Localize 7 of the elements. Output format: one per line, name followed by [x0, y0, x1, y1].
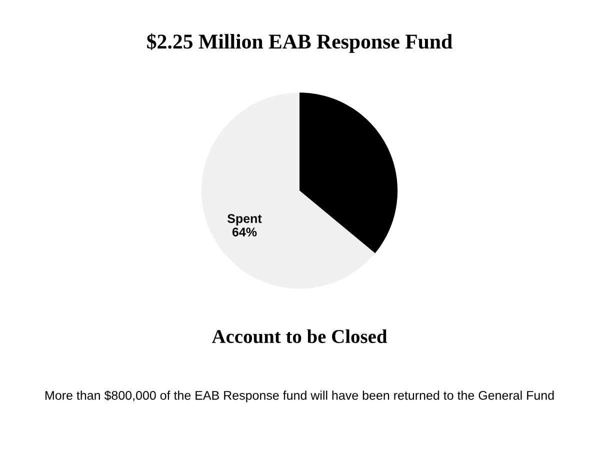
slice-label: Spent [227, 214, 262, 226]
pie-slice [300, 92, 398, 254]
text: Account to be Closed [212, 329, 388, 344]
text: More than $800,000 of the EAB Response fund will have been returned to the General Fund [46, 390, 554, 402]
data-label: 64% [232, 228, 257, 236]
pie-slice [201, 92, 376, 289]
chart-title: $2.25 Million EAB Response Fund [147, 33, 452, 53]
